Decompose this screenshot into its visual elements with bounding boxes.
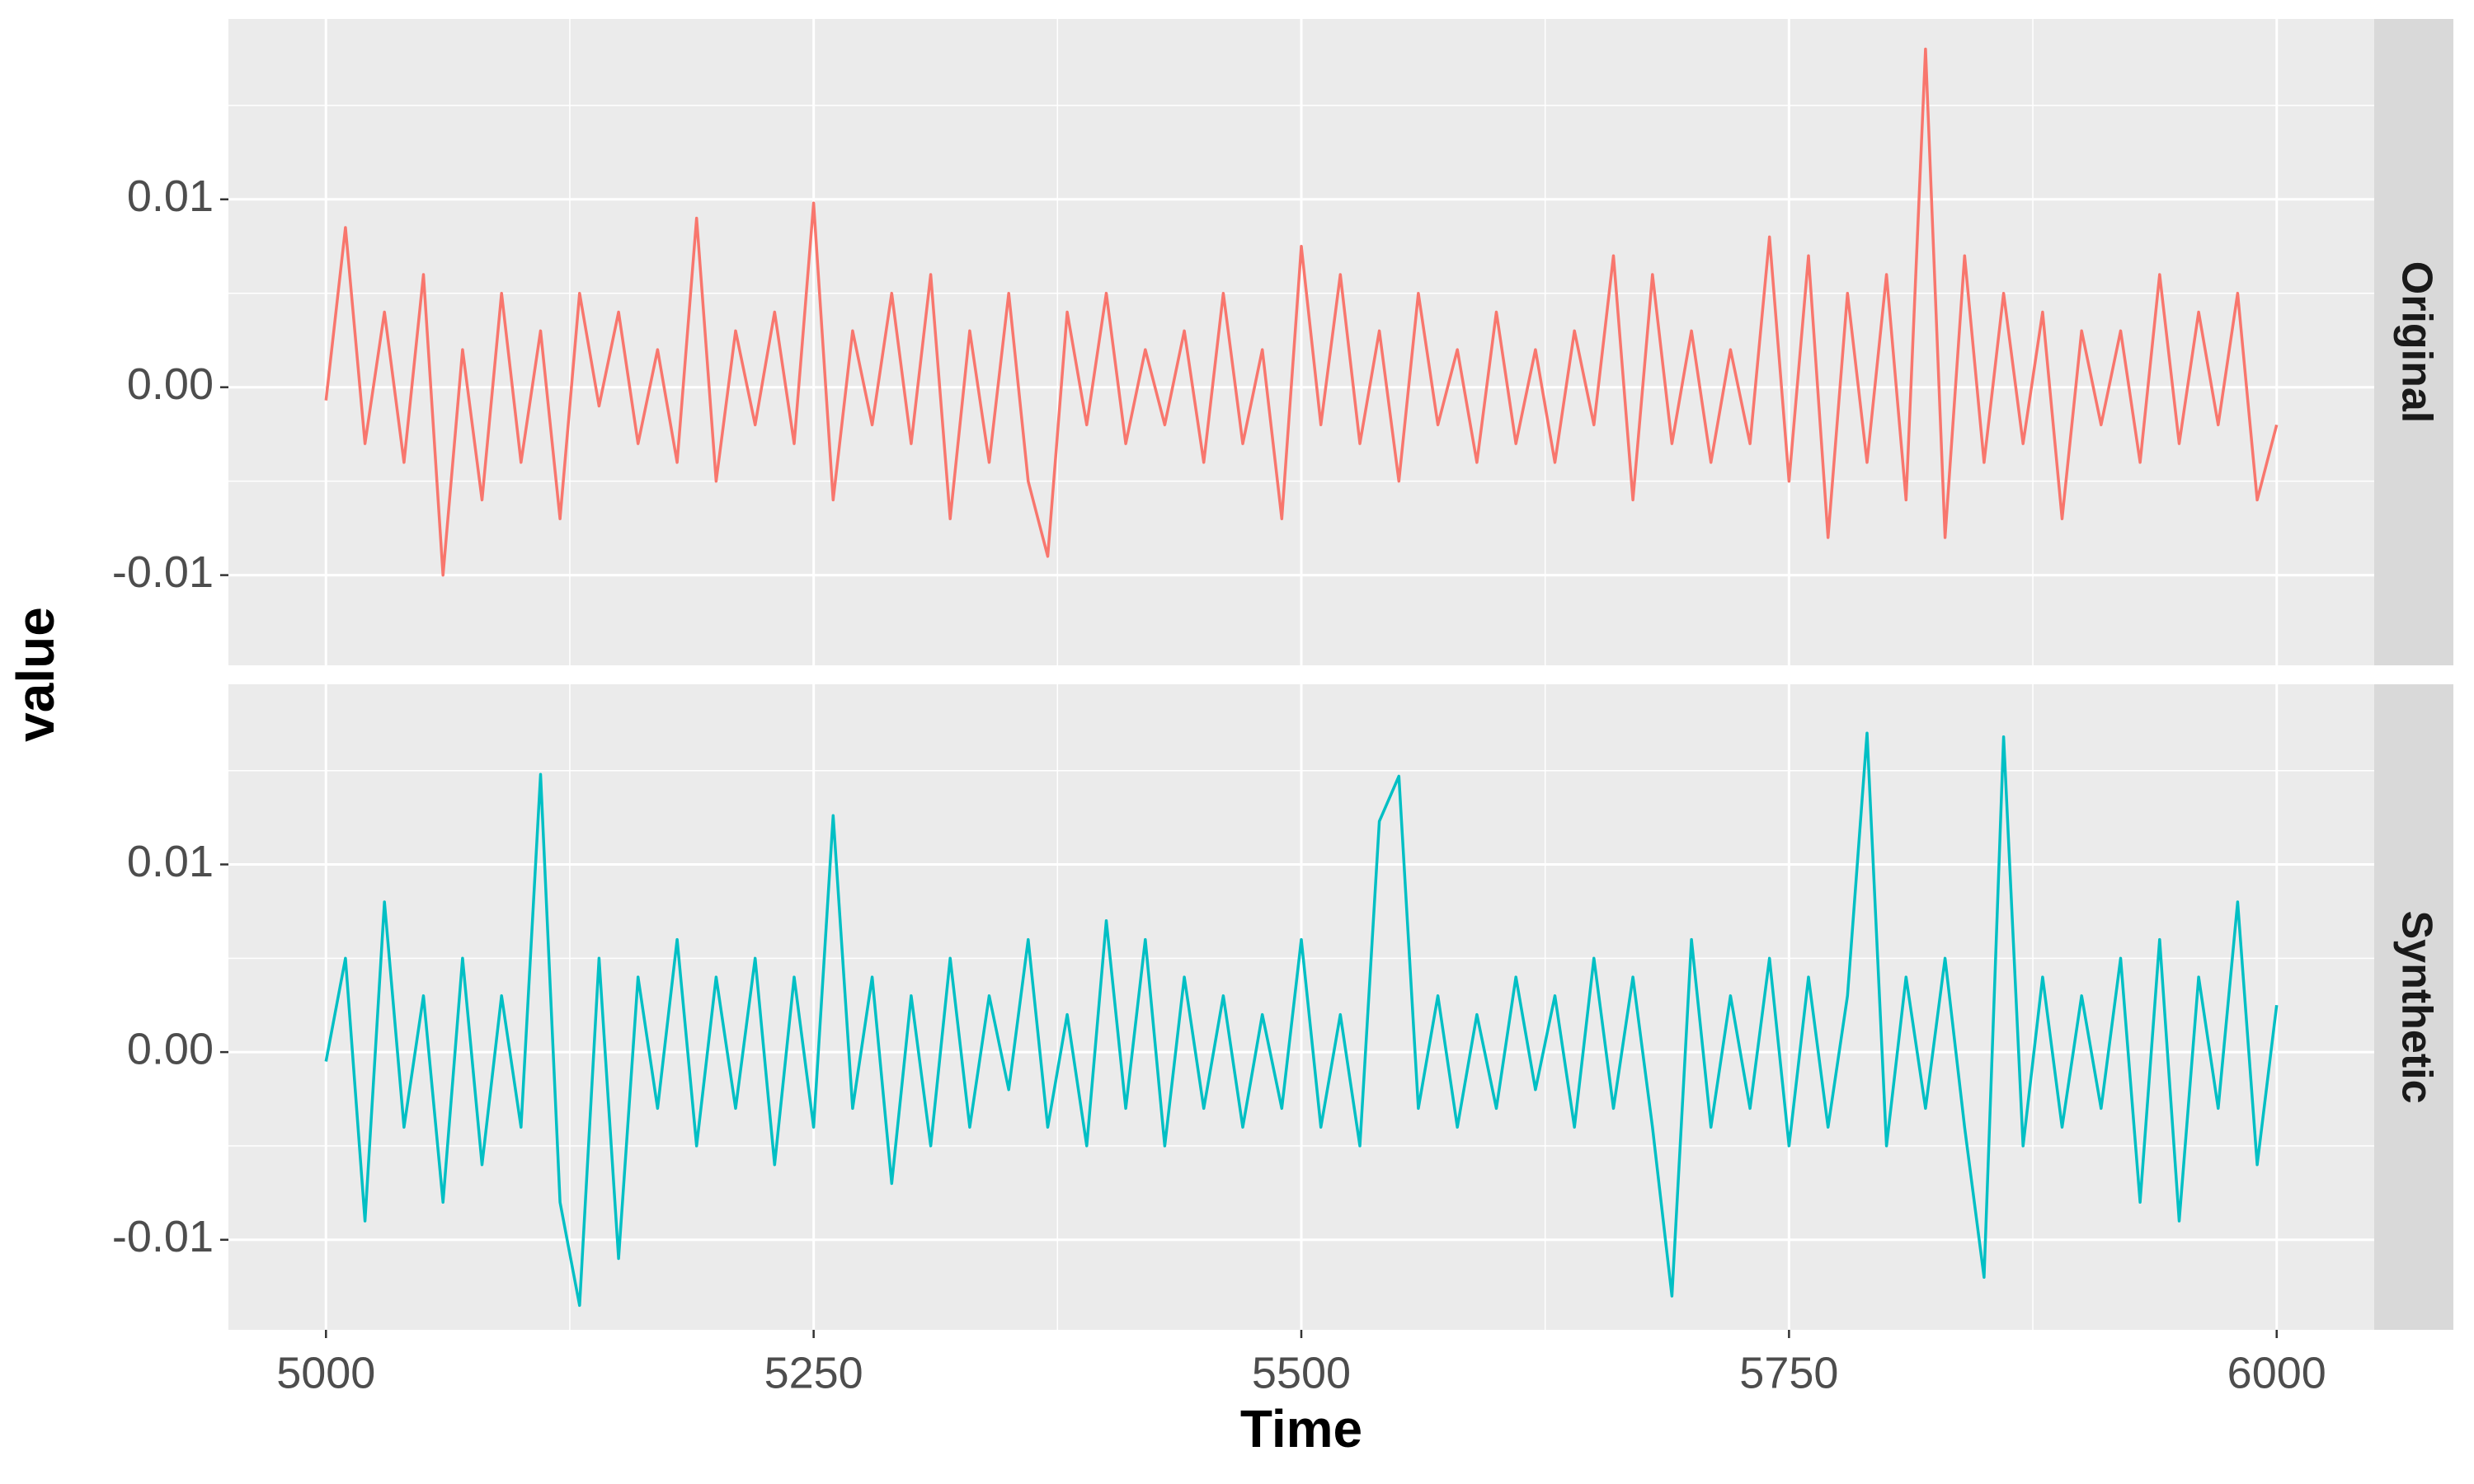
x-tick-label: 5750 bbox=[1739, 1348, 1838, 1397]
x-tick-label: 5000 bbox=[276, 1348, 375, 1397]
strip-label: Synthetic bbox=[2392, 910, 2440, 1103]
data-line bbox=[324, 731, 2279, 1308]
y-tick-label: -0.01 bbox=[112, 547, 214, 597]
x-tick-label: 6000 bbox=[2227, 1348, 2326, 1397]
strip-label: Original bbox=[2392, 261, 2440, 423]
y-tick-label: 0.00 bbox=[127, 1024, 214, 1073]
x-tick-label: 5250 bbox=[764, 1348, 863, 1397]
y-tick-label: -0.01 bbox=[112, 1212, 214, 1261]
data-line bbox=[324, 47, 2279, 577]
y-tick-label: 0.00 bbox=[127, 359, 214, 409]
y-axis-title: value bbox=[6, 607, 65, 742]
y-tick-label: 0.01 bbox=[127, 171, 214, 221]
x-axis-title: Time bbox=[1240, 1399, 1362, 1458]
strip-background bbox=[2374, 19, 2453, 665]
strip-background bbox=[2374, 684, 2453, 1330]
x-tick-label: 5500 bbox=[1252, 1348, 1351, 1397]
y-tick-label: 0.01 bbox=[127, 837, 214, 886]
